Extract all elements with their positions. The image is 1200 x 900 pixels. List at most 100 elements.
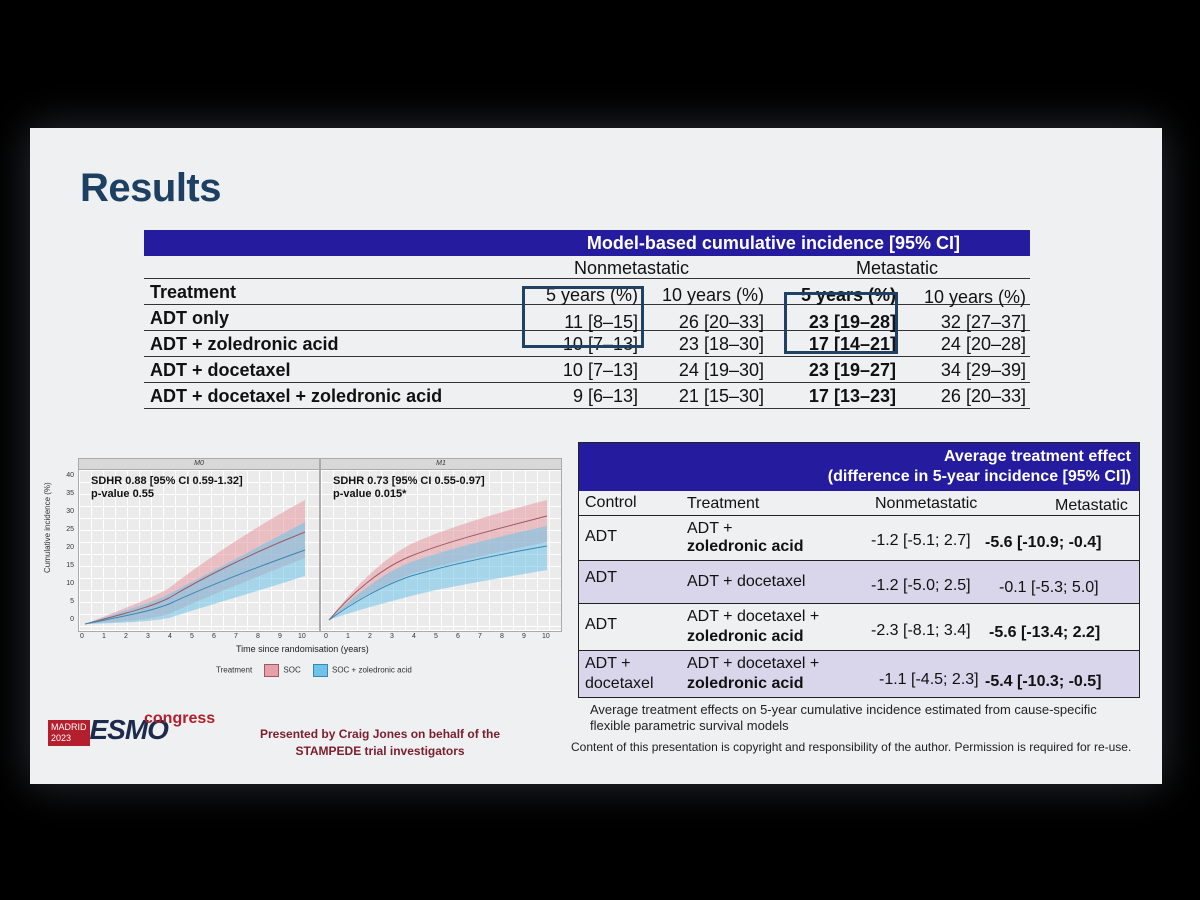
cell: 17 [14–21] bbox=[808, 334, 896, 354]
tick: 1 bbox=[346, 633, 350, 640]
col-nonmet-5y: 5 years (%) bbox=[545, 285, 638, 305]
panel-strip: M0 bbox=[79, 459, 319, 470]
table-row: ADT ADT + docetaxel + zoledronic acid -2… bbox=[579, 604, 1139, 651]
col-control: Control bbox=[585, 494, 637, 511]
esmo-logo: MADRID 2023 ESMO congress bbox=[48, 710, 215, 746]
tick: 25 bbox=[66, 526, 74, 533]
table-row: ADT + docetaxel 10 [7–13] 24 [19–30] 23 … bbox=[144, 357, 1030, 383]
legend-title: Treatment bbox=[216, 665, 253, 675]
zol-line bbox=[84, 549, 306, 625]
annotation: SDHR 0.88 [95% CI 0.59-1.32] p-value 0.5… bbox=[91, 475, 243, 501]
cell: -2.3 [-8.1; 3.4] bbox=[871, 622, 971, 639]
cell: 17 [13–23] bbox=[808, 386, 896, 406]
annotation: SDHR 0.73 [95% CI 0.55-0.97] p-value 0.0… bbox=[333, 475, 485, 501]
table-header: Model-based cumulative incidence [95% CI… bbox=[144, 230, 1030, 256]
cell: ADT + docetaxel bbox=[687, 573, 806, 590]
tick: 3 bbox=[146, 633, 150, 640]
plot-area bbox=[79, 470, 319, 630]
chart-panel-m1: M1 SDHR 0.73 [95% CI 0.55-0.97] p-value … bbox=[320, 458, 562, 632]
zol-band bbox=[329, 526, 547, 620]
cell: ADT bbox=[585, 528, 617, 545]
cell: -1.2 [-5.1; 2.7] bbox=[871, 532, 971, 549]
curves-m0 bbox=[84, 500, 306, 625]
chart-panel-m0: M0 SDHR 0.88 [95% CI 0.59-1.32] p-value … bbox=[78, 458, 320, 632]
cell: -1.2 [-5.0; 2.5] bbox=[871, 577, 971, 594]
tick: 6 bbox=[212, 633, 216, 640]
group-nonmetastatic: Nonmetastatic bbox=[574, 258, 690, 278]
cell: -0.1 [-5.3; 5.0] bbox=[999, 579, 1099, 596]
tick: 15 bbox=[66, 562, 74, 569]
cell: 11 [8–15] bbox=[564, 312, 638, 332]
treatment-effect-table: Average treatment effect (difference in … bbox=[578, 442, 1140, 698]
soc-line bbox=[84, 531, 306, 625]
table-row: ADT + docetaxel + zoledronic acid 9 [6–1… bbox=[144, 383, 1030, 409]
soc-line bbox=[328, 515, 548, 621]
p-value-text: p-value 0.55 bbox=[91, 488, 154, 500]
table-row: ADT + docetaxel ADT + docetaxel + zoledr… bbox=[579, 651, 1139, 697]
logo-year: 2023 bbox=[51, 733, 72, 743]
cell: 26 [20–33] bbox=[940, 386, 1026, 406]
presenter-line-2: STAMPEDE trial investigators bbox=[295, 744, 465, 758]
header-line-1: Average treatment effect bbox=[943, 448, 1131, 465]
tick: 0 bbox=[324, 633, 328, 640]
x-axis-label: Time since randomisation (years) bbox=[236, 644, 369, 654]
cell: -5.6 [-13.4; 2.2] bbox=[989, 624, 1101, 641]
tick: 35 bbox=[66, 490, 74, 497]
cell: 10 [7–13] bbox=[562, 334, 638, 354]
cell: ADT only bbox=[150, 308, 229, 328]
table-row: ADT only 11 [8–15] 26 [20–33] 23 [19–28]… bbox=[144, 305, 1030, 332]
tick: 20 bbox=[66, 544, 74, 551]
tick: 0 bbox=[80, 633, 84, 640]
cell: 9 [6–13] bbox=[572, 386, 638, 406]
tick: 7 bbox=[234, 633, 238, 640]
col-metastatic: Metastatic bbox=[1055, 497, 1128, 514]
tick: 40 bbox=[66, 472, 74, 479]
cell: ADT + docetaxel + bbox=[687, 655, 820, 672]
cell: zoledronic acid bbox=[687, 628, 804, 645]
plot-area bbox=[321, 470, 561, 630]
cell: 34 [29–39] bbox=[940, 360, 1026, 380]
sdhr-text: SDHR 0.88 [95% CI 0.59-1.32] bbox=[91, 475, 243, 487]
legend-label: SOC bbox=[283, 665, 301, 675]
highlight-box-met-5y bbox=[784, 292, 898, 354]
cell: -5.6 [-10.9; -0.4] bbox=[985, 534, 1102, 551]
cell: ADT + docetaxel bbox=[150, 360, 291, 380]
header-line-2: (difference in 5-year incidence [95% CI]… bbox=[827, 468, 1131, 485]
slide: Results Model-based cumulative incidence… bbox=[30, 128, 1162, 784]
tick: 2 bbox=[368, 633, 372, 640]
col-treatment: Treatment bbox=[687, 495, 760, 512]
footnote: Average treatment effects on 5-year cumu… bbox=[590, 702, 1097, 733]
panel-strip: M1 bbox=[321, 459, 561, 470]
cell: -1.1 [-4.5; 2.3] bbox=[879, 671, 979, 688]
tick: 4 bbox=[168, 633, 172, 640]
sdhr-text: SDHR 0.73 [95% CI 0.55-0.97] bbox=[333, 475, 485, 487]
col-met-10y: 10 years (%) bbox=[923, 287, 1026, 307]
logo-name: ESMO bbox=[89, 714, 169, 745]
tick: 10 bbox=[66, 580, 74, 587]
cell: ADT bbox=[585, 616, 617, 633]
cell: ADT + docetaxel + bbox=[687, 608, 820, 625]
tick: 10 bbox=[542, 633, 550, 640]
p-value-text: p-value 0.015* bbox=[333, 488, 407, 500]
tick: 8 bbox=[500, 633, 504, 640]
highlight-box-nonmet-5y bbox=[522, 286, 644, 348]
cell: 24 [20–28] bbox=[940, 334, 1026, 354]
tick: 2 bbox=[124, 633, 128, 640]
tick: 30 bbox=[66, 508, 74, 515]
cell: 23 [18–30] bbox=[678, 334, 764, 354]
legend-swatch-soc bbox=[264, 664, 280, 677]
presenter-credit: Presented by Craig Jones on behalf of th… bbox=[260, 726, 500, 760]
cell: 24 [19–30] bbox=[678, 360, 764, 380]
group-metastatic: Metastatic bbox=[856, 258, 939, 278]
tick: 4 bbox=[412, 633, 416, 640]
cell: ADT + docetaxel + zoledronic acid bbox=[150, 386, 443, 406]
logo-suffix: congress bbox=[144, 710, 216, 727]
y-axis-label: Cumulative incidence (%) bbox=[43, 482, 52, 573]
cell: -5.4 [-10.3; -0.5] bbox=[985, 673, 1102, 690]
tick: 9 bbox=[522, 633, 526, 640]
col-treatment: Treatment bbox=[150, 282, 237, 302]
group-header-row: Nonmetastatic Metastatic bbox=[144, 256, 1030, 278]
tick: 3 bbox=[390, 633, 394, 640]
legend-swatch-zol bbox=[312, 664, 328, 677]
tick: 1 bbox=[102, 633, 106, 640]
